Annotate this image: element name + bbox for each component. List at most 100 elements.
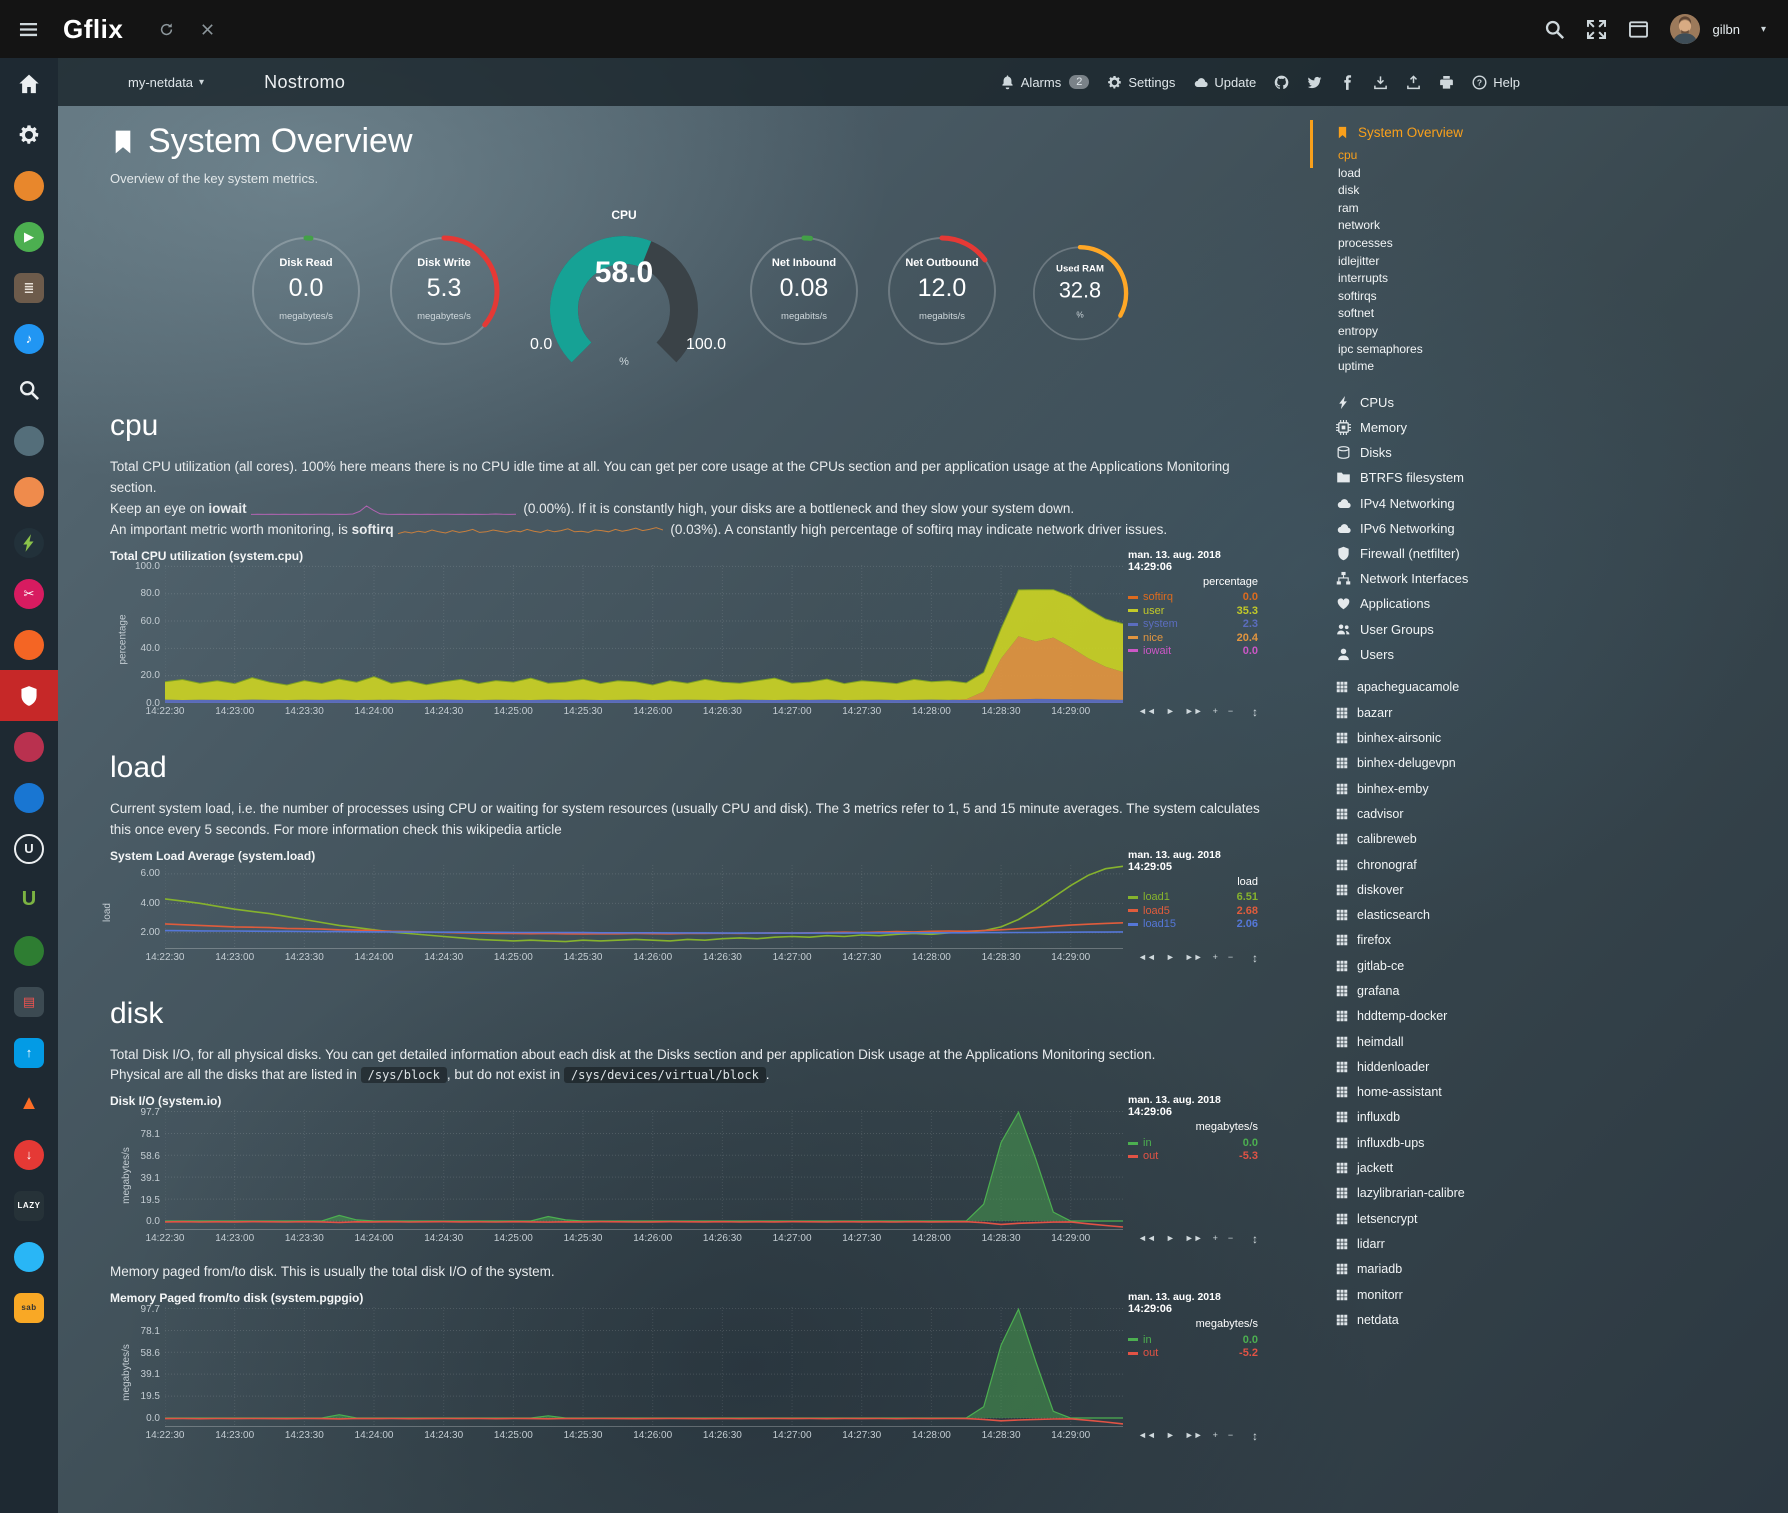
menu-item-ram[interactable]: ram	[1338, 200, 1359, 215]
chart-toolbar-button[interactable]: ►►	[1184, 1430, 1203, 1441]
sidebar-app-dark-green-app[interactable]	[0, 925, 58, 976]
menu-app-chronograf[interactable]: chronograf	[1336, 852, 1788, 877]
import-button[interactable]	[1373, 75, 1388, 90]
menu-item-softnet[interactable]: softnet	[1338, 306, 1375, 321]
menu-item-uptime[interactable]: uptime	[1338, 359, 1375, 374]
menu-app-monitorr[interactable]: monitorr	[1336, 1282, 1788, 1307]
menu-section-users[interactable]: Users	[1336, 642, 1788, 667]
legend-item-user[interactable]: user 35.3	[1128, 604, 1258, 617]
menu-item-idlejitter[interactable]: idlejitter	[1338, 253, 1380, 268]
menu-app-lidarr[interactable]: lidarr	[1336, 1231, 1788, 1256]
menu-item-ipc-semaphores[interactable]: ipc semaphores	[1338, 341, 1423, 356]
sidebar-app-shield-app[interactable]	[0, 670, 58, 721]
sidebar-app-green-u-app[interactable]: U	[0, 874, 58, 925]
twitter-button[interactable]	[1307, 75, 1322, 90]
menu-app-jackett[interactable]: jackett	[1336, 1155, 1788, 1180]
menu-item-entropy[interactable]: entropy	[1338, 323, 1379, 338]
menu-app-cadvisor[interactable]: cadvisor	[1336, 801, 1788, 826]
chart-toolbar-button[interactable]: ◄◄	[1138, 1233, 1156, 1244]
print-button[interactable]	[1439, 75, 1454, 90]
chart-toolbar-button[interactable]: −	[1227, 951, 1234, 962]
sidebar-app-down-arrow-app[interactable]: ↓	[0, 1129, 58, 1180]
gauge-disk-write[interactable]: Disk Write 5.3 megabytes/s	[378, 232, 510, 360]
sidebar-app-bolt-app[interactable]	[0, 517, 58, 568]
sidebar-app-green-play-app[interactable]: ▶	[0, 211, 58, 262]
menu-section-disks[interactable]: Disks	[1336, 440, 1788, 465]
chart-toolbar-button[interactable]: ◄◄	[1138, 705, 1156, 716]
menu-app-binhex-delugevpn[interactable]: binhex-delugevpn	[1336, 751, 1788, 776]
chart-toolbar-button[interactable]: ►	[1165, 705, 1175, 716]
chart-resize-handle[interactable]: ↕	[1252, 704, 1258, 719]
legend-item-iowait[interactable]: iowait 0.0	[1128, 644, 1258, 657]
menu-item-network[interactable]: network	[1338, 218, 1381, 233]
chart-toolbar-button[interactable]: +	[1212, 951, 1218, 962]
chart-toolbar-button[interactable]: ►►	[1184, 1233, 1203, 1244]
menu-item-processes[interactable]: processes	[1338, 235, 1393, 250]
menu-item-system-overview[interactable]: System Overview	[1336, 122, 1788, 142]
username[interactable]: gilbn	[1712, 21, 1740, 37]
export-button[interactable]	[1406, 74, 1421, 90]
sidebar-app-books-app[interactable]: ≣	[0, 262, 58, 313]
chart-toolbar-button[interactable]: −	[1227, 1233, 1234, 1244]
menu-app-grafana[interactable]: grafana	[1336, 978, 1788, 1003]
menu-section-cpus[interactable]: CPUs	[1336, 390, 1788, 415]
sidebar-app-sab-app[interactable]: sab	[0, 1282, 58, 1333]
menu-item-load[interactable]: load	[1338, 165, 1361, 180]
sidebar-app-settings[interactable]	[0, 109, 58, 160]
menu-item-interrupts[interactable]: interrupts	[1338, 271, 1389, 286]
sidebar-app-berry-app[interactable]	[0, 721, 58, 772]
legend-item-load15[interactable]: load15 2.06	[1128, 917, 1258, 930]
menu-app-mariadb[interactable]: mariadb	[1336, 1257, 1788, 1282]
menu-app-gitlab-ce[interactable]: gitlab-ce	[1336, 953, 1788, 978]
chart-plot[interactable]	[165, 1307, 1123, 1428]
sidebar-app-grey-ball-app[interactable]	[0, 415, 58, 466]
facebook-button[interactable]	[1340, 74, 1355, 90]
menu-app-binhex-airsonic[interactable]: binhex-airsonic	[1336, 725, 1788, 750]
menu-section-ipv4-networking[interactable]: IPv4 Networking	[1336, 490, 1788, 515]
menu-app-hiddenloader[interactable]: hiddenloader	[1336, 1054, 1788, 1079]
alarms-button[interactable]: Alarms 2	[1000, 75, 1090, 90]
gauge-net-outbound[interactable]: Net Outbound 12.0 megabits/s	[876, 232, 1008, 360]
menu-app-home-assistant[interactable]: home-assistant	[1336, 1080, 1788, 1105]
menu-section-user-groups[interactable]: User Groups	[1336, 616, 1788, 641]
sidebar-app-orange-ball-app[interactable]	[0, 466, 58, 517]
menu-app-elasticsearch[interactable]: elasticsearch	[1336, 902, 1788, 927]
sidebar-app-orange-swirl-app[interactable]	[0, 160, 58, 211]
chart-toolbar-button[interactable]: +	[1212, 1233, 1218, 1244]
help-button[interactable]: ? Help	[1472, 75, 1520, 90]
sidebar-app-drop-app[interactable]	[0, 1231, 58, 1282]
menu-app-binhex-emby[interactable]: binhex-emby	[1336, 776, 1788, 801]
menu-app-diskover[interactable]: diskover	[1336, 877, 1788, 902]
chart-toolbar-button[interactable]: −	[1227, 705, 1234, 716]
menu-app-lazylibrarian-calibre[interactable]: lazylibrarian-calibre	[1336, 1181, 1788, 1206]
sidebar-app-horseshoe-app[interactable]: U	[0, 823, 58, 874]
legend-item-out[interactable]: out -5.3	[1128, 1150, 1258, 1163]
menu-app-firefox[interactable]: firefox	[1336, 928, 1788, 953]
hamburger-menu-icon[interactable]	[18, 19, 39, 40]
menu-section-ipv6-networking[interactable]: IPv6 Networking	[1336, 516, 1788, 541]
update-button[interactable]: Update	[1193, 75, 1256, 90]
gauge-used-ram[interactable]: Used RAM 32.8%	[1023, 242, 1138, 353]
chart-toolbar-button[interactable]: +	[1212, 705, 1218, 716]
menu-section-firewall-netfilter-[interactable]: Firewall (netfilter)	[1336, 541, 1788, 566]
chart-toolbar-button[interactable]: ◄◄	[1138, 951, 1156, 962]
menu-app-influxdb-ups[interactable]: influxdb-ups	[1336, 1130, 1788, 1155]
legend-item-nice[interactable]: nice 20.4	[1128, 631, 1258, 644]
legend-item-out[interactable]: out -5.2	[1128, 1347, 1258, 1360]
legend-item-softirq[interactable]: softirq 0.0	[1128, 591, 1258, 604]
chart-resize-handle[interactable]: ↕	[1252, 950, 1258, 965]
chart-toolbar-button[interactable]: ►►	[1184, 951, 1203, 962]
fullscreen-icon[interactable]	[1586, 19, 1607, 40]
chart-toolbar-button[interactable]: ►	[1165, 1233, 1175, 1244]
refresh-icon[interactable]	[159, 22, 174, 37]
chart-toolbar-button[interactable]: ◄◄	[1138, 1430, 1156, 1441]
legend-item-system[interactable]: system 2.3	[1128, 617, 1258, 630]
chart-resize-handle[interactable]: ↕	[1252, 1429, 1258, 1444]
chart-toolbar-button[interactable]: ►►	[1184, 705, 1203, 716]
avatar[interactable]	[1669, 14, 1700, 44]
sidebar-app-music-app[interactable]: ♪	[0, 313, 58, 364]
sidebar-app-blue-ball-app[interactable]	[0, 772, 58, 823]
close-icon[interactable]	[200, 22, 215, 37]
chart-toolbar-button[interactable]: +	[1212, 1430, 1218, 1441]
menu-app-hddtemp-docker[interactable]: hddtemp-docker	[1336, 1004, 1788, 1029]
